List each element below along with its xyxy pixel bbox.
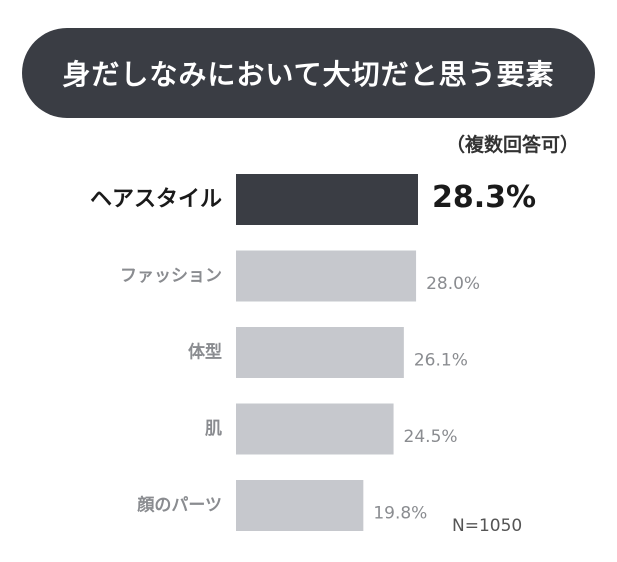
value-label-1: 28.0% bbox=[426, 274, 480, 294]
value-label-0: 28.3% bbox=[432, 180, 536, 215]
title-banner: 身だしなみにおいて大切だと思う要素 bbox=[22, 28, 595, 118]
sample-size-label: N=1050 bbox=[452, 516, 523, 536]
category-label-3: 肌 bbox=[205, 419, 222, 439]
category-label-2: 体型 bbox=[188, 342, 222, 363]
bar-0 bbox=[236, 174, 418, 225]
bar-2 bbox=[236, 327, 404, 378]
bar-3 bbox=[236, 403, 394, 455]
value-label-3: 24.5% bbox=[404, 427, 458, 447]
bar-1 bbox=[236, 250, 417, 302]
category-label-0: ヘアスタイル bbox=[90, 187, 222, 212]
multiple-answers-note: （複数回答可） bbox=[445, 134, 579, 156]
category-label-1: ファッション bbox=[120, 266, 222, 286]
bar-4 bbox=[236, 480, 364, 531]
value-label-4: 19.8% bbox=[373, 504, 427, 524]
value-label-2: 26.1% bbox=[414, 351, 468, 371]
chart-title: 身だしなみにおいて大切だと思う要素 bbox=[62, 58, 555, 91]
category-label-4: 顔のパーツ bbox=[136, 495, 222, 516]
